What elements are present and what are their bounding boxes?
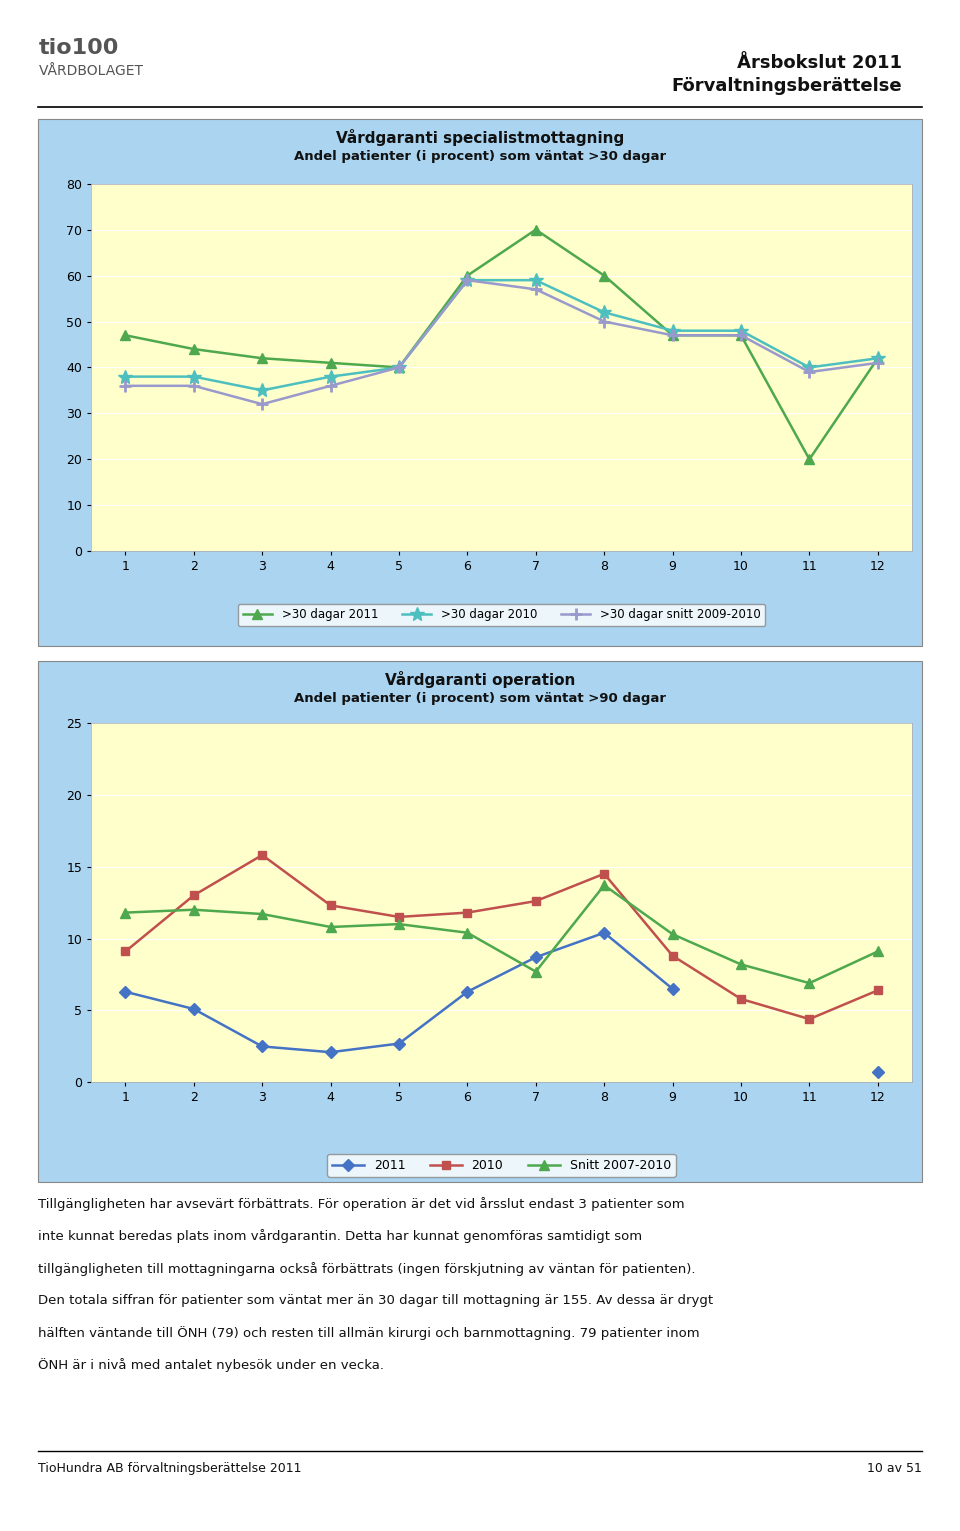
Snitt 2007-2010 [530,963,541,981]
Snitt 2007-2010 [188,900,200,919]
2010 [530,893,541,911]
>30 dagar 2010 [872,349,883,367]
Snitt 2007-2010 [735,955,747,974]
Snitt 2007-2010 [120,903,132,922]
>30 dagar snitt 2009-2010 [804,363,815,381]
2010 [872,981,883,1000]
Text: Vårdgaranti operation: Vårdgaranti operation [385,671,575,687]
2010 [394,908,405,926]
Snitt 2007-2010 [394,916,405,934]
>30 dagar snitt 2009-2010 [530,280,541,299]
Line: >30 dagar 2011: >30 dagar 2011 [121,225,882,464]
Legend: >30 dagar 2011, >30 dagar 2010, >30 dagar snitt 2009-2010: >30 dagar 2011, >30 dagar 2010, >30 daga… [238,603,765,626]
>30 dagar 2011 [324,354,336,372]
Line: >30 dagar 2010: >30 dagar 2010 [118,273,885,398]
2010 [462,903,473,922]
2011 [120,983,132,1001]
2011 [324,1043,336,1061]
>30 dagar snitt 2009-2010 [120,377,132,395]
>30 dagar snitt 2009-2010 [188,377,200,395]
>30 dagar 2010 [598,303,610,322]
Text: Vårdgaranti specialistmottagning: Vårdgaranti specialistmottagning [336,129,624,145]
>30 dagar 2011 [120,326,132,344]
>30 dagar 2011 [872,349,883,367]
Snitt 2007-2010 [324,917,336,935]
>30 dagar snitt 2009-2010 [667,326,679,344]
2011 [256,1038,268,1056]
Text: tio100: tio100 [38,38,119,58]
Snitt 2007-2010 [598,876,610,894]
>30 dagar snitt 2009-2010 [256,395,268,413]
Text: TioHundra AB förvaltningsberättelse 2011: TioHundra AB förvaltningsberättelse 2011 [38,1462,301,1474]
2011 [530,948,541,966]
>30 dagar 2010 [324,367,336,386]
Snitt 2007-2010 [804,974,815,992]
>30 dagar 2011 [667,326,679,344]
Text: tillgängligheten till mottagningarna också förbättrats (ingen förskjutning av vä: tillgängligheten till mottagningarna ock… [38,1262,696,1275]
Line: 2010: 2010 [121,851,882,1023]
>30 dagar snitt 2009-2010 [598,312,610,331]
>30 dagar 2010 [462,271,473,289]
2010 [598,865,610,883]
>30 dagar snitt 2009-2010 [324,377,336,395]
2010 [256,845,268,863]
>30 dagar 2010 [735,322,747,340]
2010 [804,1010,815,1029]
Text: Årsbokslut 2011: Årsbokslut 2011 [737,54,902,72]
Text: Andel patienter (i procent) som väntat >30 dagar: Andel patienter (i procent) som väntat >… [294,150,666,162]
>30 dagar 2011 [735,326,747,344]
Line: Snitt 2007-2010: Snitt 2007-2010 [121,880,882,987]
Snitt 2007-2010 [872,942,883,960]
2011 [394,1035,405,1053]
Text: Tillgängligheten har avsevärt förbättrats. För operation är det vid årsslut enda: Tillgängligheten har avsevärt förbättrat… [38,1197,685,1211]
Snitt 2007-2010 [667,925,679,943]
Text: VÅRDBOLAGET: VÅRDBOLAGET [38,64,143,78]
>30 dagar 2011 [804,450,815,468]
Text: Andel patienter (i procent) som väntat >90 dagar: Andel patienter (i procent) som väntat >… [294,692,666,704]
Text: ÖNH är i nivå med antalet nybesök under en vecka.: ÖNH är i nivå med antalet nybesök under … [38,1358,384,1372]
>30 dagar snitt 2009-2010 [394,358,405,377]
2010 [120,942,132,960]
2011 [188,1000,200,1018]
Text: Den totala siffran för patienter som väntat mer än 30 dagar till mottagning är 1: Den totala siffran för patienter som vän… [38,1294,713,1306]
2011 [598,923,610,942]
Snitt 2007-2010 [462,923,473,942]
>30 dagar snitt 2009-2010 [735,326,747,344]
>30 dagar 2010 [530,271,541,289]
2010 [188,886,200,905]
>30 dagar 2011 [188,340,200,358]
>30 dagar 2010 [120,367,132,386]
2011 [872,1063,883,1081]
2010 [324,896,336,914]
Text: hälften väntande till ÖNH (79) och resten till allmän kirurgi och barnmottagning: hälften väntande till ÖNH (79) och reste… [38,1326,700,1340]
>30 dagar 2010 [188,367,200,386]
Snitt 2007-2010 [256,905,268,923]
Line: >30 dagar snitt 2009-2010: >30 dagar snitt 2009-2010 [120,274,883,410]
>30 dagar 2011 [530,220,541,239]
>30 dagar 2010 [256,381,268,400]
>30 dagar 2011 [598,266,610,285]
>30 dagar 2011 [256,349,268,367]
Text: 10 av 51: 10 av 51 [867,1462,922,1474]
>30 dagar snitt 2009-2010 [462,271,473,289]
>30 dagar 2010 [394,358,405,377]
>30 dagar 2010 [804,358,815,377]
Legend: 2011, 2010, Snitt 2007-2010: 2011, 2010, Snitt 2007-2010 [327,1154,676,1177]
2010 [735,989,747,1007]
2011 [667,980,679,998]
2010 [667,946,679,965]
>30 dagar 2010 [667,322,679,340]
Text: inte kunnat beredas plats inom vårdgarantin. Detta har kunnat genomföras samtidi: inte kunnat beredas plats inom vårdgaran… [38,1229,642,1243]
2011 [462,983,473,1001]
Text: Förvaltningsberättelse: Förvaltningsberättelse [672,77,902,95]
Line: 2011: 2011 [121,929,882,1076]
>30 dagar snitt 2009-2010 [872,354,883,372]
>30 dagar 2011 [462,266,473,285]
>30 dagar 2011 [394,358,405,377]
